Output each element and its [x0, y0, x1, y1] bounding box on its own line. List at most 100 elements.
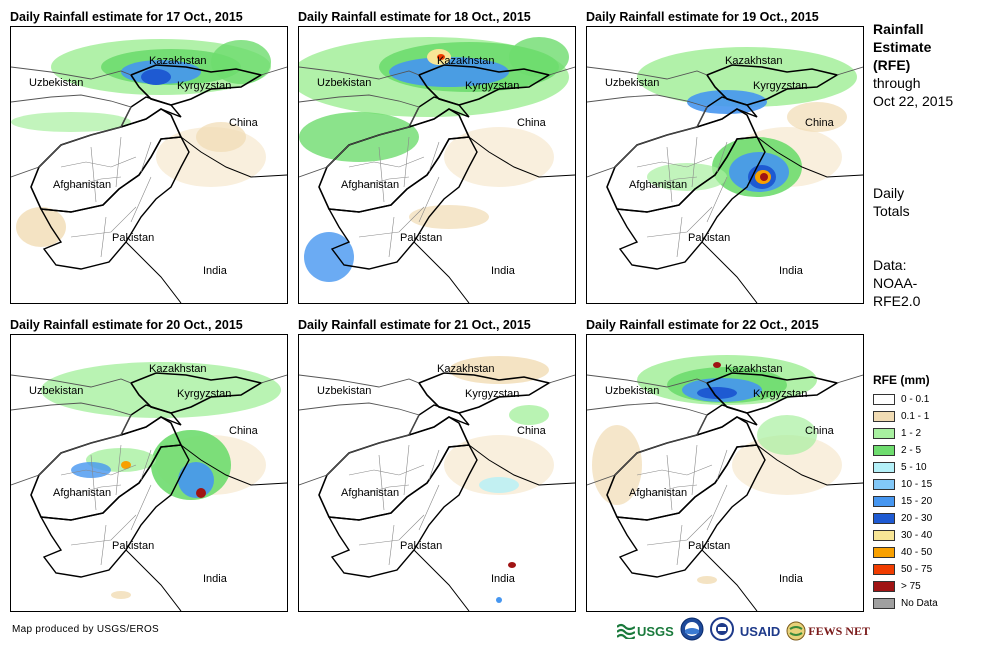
legend-swatch	[873, 411, 895, 422]
tajikistan-border	[695, 96, 758, 129]
map-panel-20-oct: Daily Rainfall estimate for 20 Oct., 201…	[10, 316, 288, 612]
fewsnet-logo: FEWS NET	[786, 621, 870, 641]
china-label: China	[805, 117, 834, 129]
legend-label: > 75	[901, 581, 921, 592]
rain-patch	[196, 122, 246, 152]
pakistan-border	[327, 136, 478, 270]
legend-swatch	[873, 598, 895, 609]
kyrgyzstan-label: Kyrgyzstan	[465, 80, 520, 92]
rain-patch	[196, 488, 206, 498]
legend-item: 1 - 2	[873, 425, 973, 442]
kyrgyzstan-label: Kyrgyzstan	[177, 388, 232, 400]
province-lines	[636, 444, 728, 511]
rain-patch	[437, 54, 445, 60]
map-panel-19-oct: Daily Rainfall estimate for 19 Oct., 201…	[586, 8, 864, 304]
afghanistan-label: Afghanistan	[53, 487, 112, 499]
kazakhstan-border	[11, 374, 287, 388]
legend-item: 5 - 10	[873, 459, 973, 476]
afghanistan-label: Afghanistan	[629, 179, 688, 191]
pakistan-border	[39, 136, 190, 270]
india-label: India	[491, 265, 515, 277]
sidebar-title-line1: Rainfall	[873, 21, 924, 37]
rain-patch	[111, 591, 131, 599]
tajikistan-border	[119, 96, 182, 129]
india-label: India	[779, 265, 803, 277]
rain-patch	[757, 415, 817, 455]
map-panel-18-oct: Daily Rainfall estimate for 18 Oct., 201…	[298, 8, 576, 304]
rain-patch	[509, 37, 569, 77]
rainfall-map: Kazakhstan Uzbekistan Kyrgyzstan China Afgha…	[10, 334, 288, 612]
province-lines	[646, 484, 728, 566]
kyrgyzstan-label: Kyrgyzstan	[753, 388, 808, 400]
province-lines	[348, 444, 440, 511]
legend-swatch	[873, 428, 895, 439]
kazakhstan-border	[587, 66, 863, 80]
map-panel-17-oct: Daily Rainfall estimate for 17 Oct., 201…	[10, 8, 288, 304]
rainfall-map: Kazakhstan Uzbekistan Kyrgyzstan China Afgha…	[10, 26, 288, 304]
rain-patch	[71, 462, 111, 478]
rain-patch	[496, 597, 502, 603]
sidebar-daily: Daily	[873, 185, 905, 201]
india-border	[701, 444, 863, 611]
afghanistan-label: Afghanistan	[53, 179, 112, 191]
sidebar-through: through	[873, 75, 921, 91]
map-svg	[587, 47, 863, 303]
uzbekistan-label: Uzbekistan	[29, 77, 84, 89]
kazakhstan-label: Kazakhstan	[437, 363, 495, 375]
china-label: China	[517, 117, 546, 129]
legend-rows: 0 - 0.1 0.1 - 1 1 - 2 2 - 5 5 - 10 10 - 15 15 …	[873, 391, 973, 612]
kazakhstan-label: Kazakhstan	[149, 55, 207, 67]
legend-item: No Data	[873, 595, 973, 612]
pakistan-label: Pakistan	[112, 232, 155, 244]
province-lines	[60, 136, 152, 203]
legend-item: 30 - 40	[873, 527, 973, 544]
sidebar-title-line3: (RFE)	[873, 57, 911, 73]
legend-swatch	[873, 581, 895, 592]
legend-item: 10 - 15	[873, 476, 973, 493]
rain-patch	[16, 207, 66, 247]
india-label: India	[779, 573, 803, 585]
uzbekistan-label: Uzbekistan	[317, 77, 372, 89]
province-lines	[636, 136, 728, 203]
china-label: China	[517, 425, 546, 437]
china-label: China	[229, 425, 258, 437]
legend-swatch	[873, 564, 895, 575]
kyrgyzstan-label: Kyrgyzstan	[753, 80, 808, 92]
kazakhstan-border	[299, 374, 575, 388]
rain-patch	[299, 112, 419, 162]
map-svg	[11, 362, 287, 611]
pakistan-border	[327, 444, 478, 578]
legend-title: RFE (mm)	[873, 373, 930, 387]
rain-patch	[389, 57, 509, 87]
kazakhstan-label: Kazakhstan	[725, 363, 783, 375]
afghanistan-label: Afghanistan	[341, 179, 400, 191]
legend-item: 0.1 - 1	[873, 408, 973, 425]
rain-patch	[508, 562, 516, 568]
rain-patch	[713, 362, 721, 368]
pakistan-label: Pakistan	[688, 540, 731, 552]
fewsnet-globe-icon	[786, 621, 806, 641]
province-lines	[358, 484, 440, 566]
rfe-legend: RFE (mm) 0 - 0.1 0.1 - 1 1 - 2 2 - 5 5 - 10 1…	[873, 373, 973, 612]
legend-item: 50 - 75	[873, 561, 973, 578]
panel-title: Daily Rainfall estimate for 17 Oct., 201…	[10, 10, 243, 24]
legend-label: 1 - 2	[901, 428, 922, 439]
province-lines	[60, 444, 152, 511]
usgs-logo-text: USGS	[637, 623, 674, 639]
tajikistan-border	[119, 404, 182, 437]
panel-title: Daily Rainfall estimate for 19 Oct., 201…	[586, 10, 819, 24]
rain-patch	[697, 576, 717, 584]
legend-label: 0.1 - 1	[901, 411, 930, 422]
rain-patch	[444, 127, 554, 187]
kazakhstan-border	[11, 66, 287, 80]
usgs-logo: USGS	[617, 623, 674, 639]
kazakhstan-border	[299, 66, 575, 80]
sidebar-date: Oct 22, 2015	[873, 93, 954, 109]
usgs-wave-icon	[617, 623, 635, 639]
legend-swatch	[873, 479, 895, 490]
pakistan-label: Pakistan	[688, 232, 731, 244]
rain-patch	[121, 461, 131, 469]
province-lines	[358, 176, 440, 258]
uzbekistan-label: Uzbekistan	[605, 77, 660, 89]
rain-patch	[760, 173, 768, 181]
